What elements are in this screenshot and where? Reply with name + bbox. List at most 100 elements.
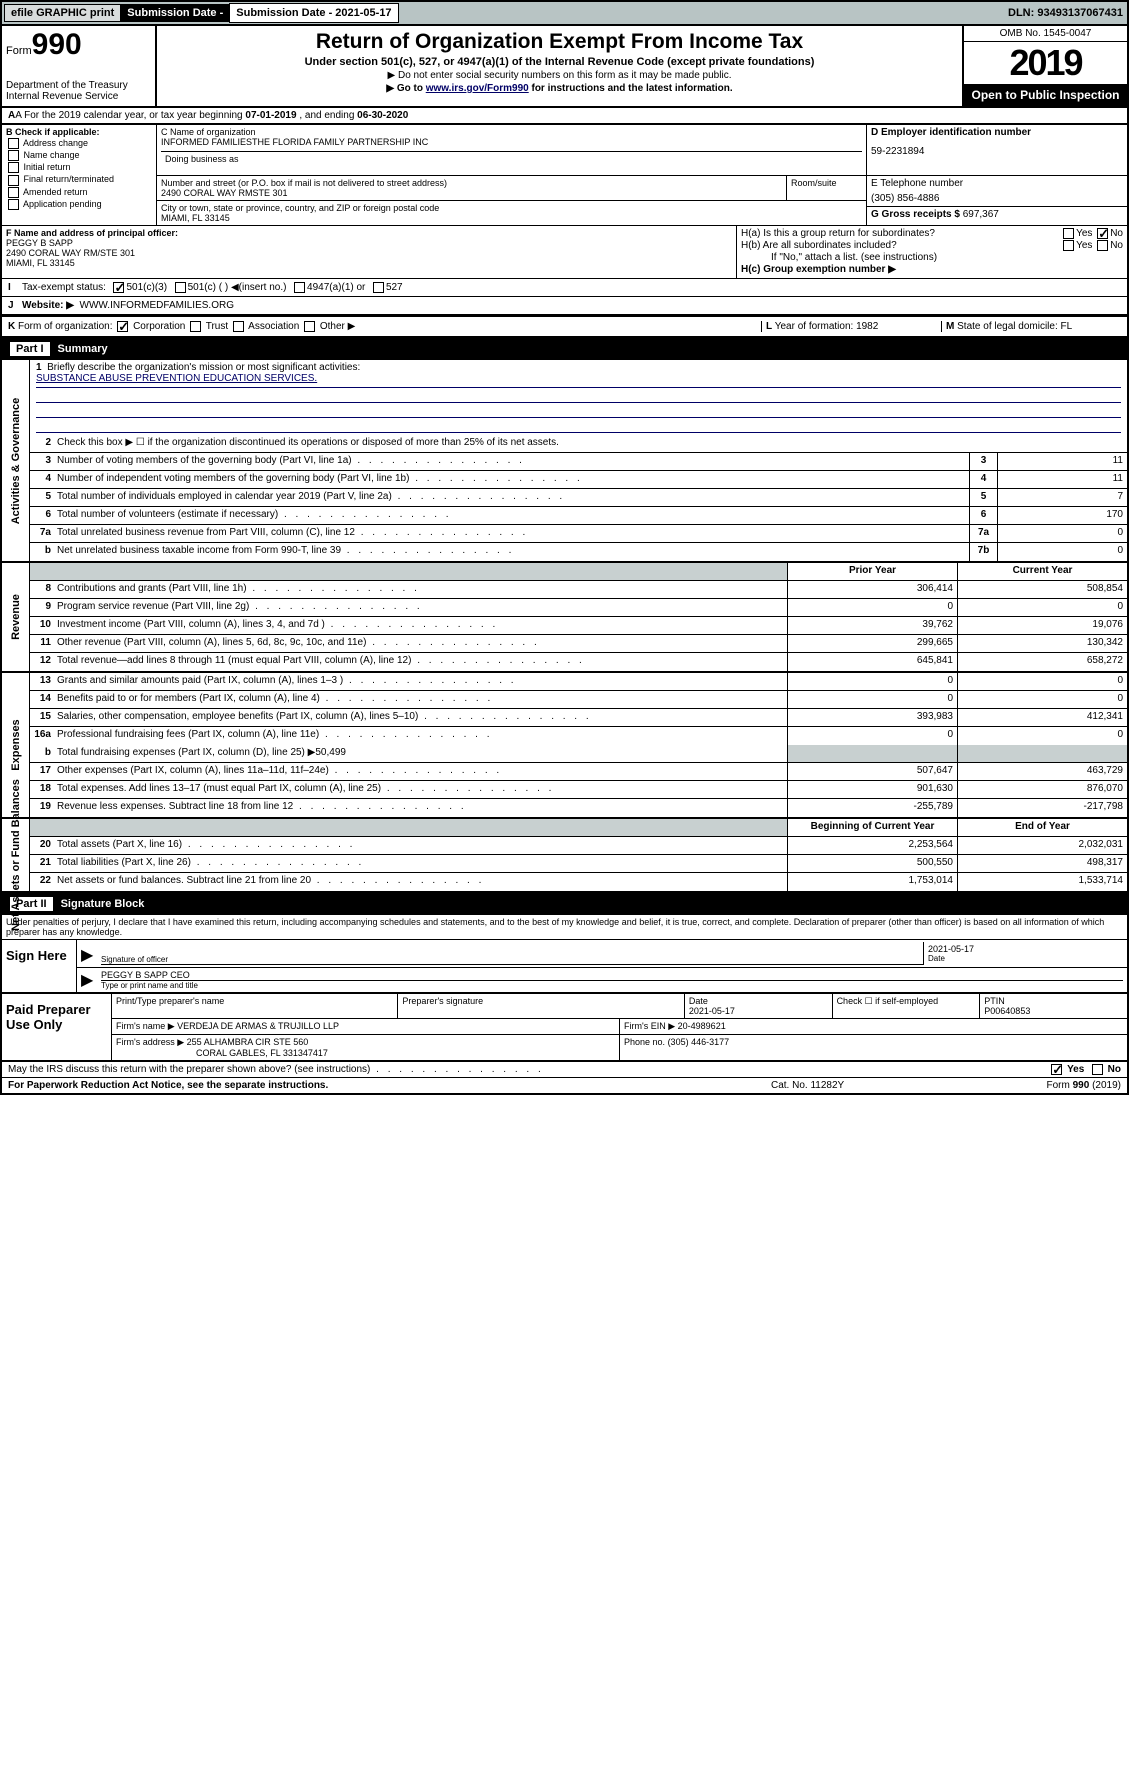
form-title: Return of Organization Exempt From Incom… (161, 30, 958, 54)
gross-receipts: G Gross receipts $ 697,367 (867, 206, 1127, 222)
sig-arrow-icon: ▶ (81, 945, 101, 965)
revenue-line-11: 11Other revenue (Part VIII, column (A), … (30, 635, 1127, 653)
efile-print-button[interactable]: efile GRAPHIC print (4, 4, 121, 22)
block-fh: F Name and address of principal officer:… (0, 225, 1129, 279)
revenue-block: Revenue Prior YearCurrent Year 8Contribu… (0, 563, 1129, 673)
city-value: MIAMI, FL 33145 (161, 213, 862, 223)
expense-line-15: 15Salaries, other compensation, employee… (30, 709, 1127, 727)
chk-hb-yes[interactable] (1063, 240, 1074, 251)
revenue-line-9: 9Program service revenue (Part VIII, lin… (30, 599, 1127, 617)
dept-treasury: Department of the Treasury (6, 80, 151, 91)
chk-hb-no[interactable] (1097, 240, 1108, 251)
dln-value: DLN: 93493137067431 (1008, 7, 1127, 19)
summary-line-3: 3Number of voting members of the governi… (30, 453, 1127, 471)
chk-address-change[interactable] (8, 138, 19, 149)
sidelabel-ag: Activities & Governance (10, 397, 22, 524)
chk-assoc[interactable] (233, 321, 244, 332)
revenue-line-12: 12Total revenue—add lines 8 through 11 (… (30, 653, 1127, 671)
sidelabel-rev: Revenue (10, 594, 22, 640)
netassets-line-22: 22Net assets or fund balances. Subtract … (30, 873, 1127, 891)
revenue-line-8: 8Contributions and grants (Part VIII, li… (30, 581, 1127, 599)
summary-line-4: 4Number of independent voting members of… (30, 471, 1127, 489)
part2-header: Part IISignature Block (0, 893, 1129, 915)
top-toolbar: efile GRAPHIC print Submission Date - Su… (0, 0, 1129, 26)
netassets-line-21: 21Total liabilities (Part X, line 26)500… (30, 855, 1127, 873)
form-header: Form990 Department of the Treasury Inter… (0, 26, 1129, 108)
summary-line-b: bNet unrelated business taxable income f… (30, 543, 1127, 561)
org-name-cell: C Name of organization INFORMED FAMILIES… (157, 125, 867, 176)
summary-line-6: 6Total number of volunteers (estimate if… (30, 507, 1127, 525)
chk-name-change[interactable] (8, 150, 19, 161)
chk-final-return[interactable] (8, 175, 19, 186)
chk-ha-yes[interactable] (1063, 228, 1074, 239)
chk-527[interactable] (373, 282, 384, 293)
chk-amended[interactable] (8, 187, 19, 198)
row-klm: K Form of organization: Corporation Trus… (0, 316, 1129, 338)
chk-501c[interactable] (175, 282, 186, 293)
room-label: Room/suite (787, 176, 867, 200)
expenses-block: Expenses 13Grants and similar amounts pa… (0, 673, 1129, 819)
col-b-checkboxes: B Check if applicable: Address change Na… (2, 125, 157, 225)
chk-initial-return[interactable] (8, 162, 19, 173)
subdate-value: Submission Date - 2021-05-17 (229, 3, 398, 23)
expense-line-14: 14Benefits paid to or for members (Part … (30, 691, 1127, 709)
sidelabel-exp: Expenses (10, 719, 22, 770)
irs-link[interactable]: www.irs.gov/Form990 (426, 83, 529, 94)
row-j-website: JWebsite: ▶ WWW.INFORMEDFAMILIES.ORG (0, 297, 1129, 316)
irs-label: Internal Revenue Service (6, 91, 151, 102)
website-value: WWW.INFORMEDFAMILIES.ORG (80, 300, 234, 311)
ssn-note: ▶ Do not enter social security numbers o… (161, 70, 958, 81)
perjury-declaration: Under penalties of perjury, I declare th… (2, 915, 1127, 940)
open-inspection: Open to Public Inspection (964, 84, 1127, 106)
city-cell: City or town, state or province, country… (157, 200, 867, 225)
paid-preparer-section: Paid Preparer Use Only Print/Type prepar… (0, 994, 1129, 1062)
principal-officer: F Name and address of principal officer:… (2, 226, 737, 278)
form-number: Form990 (6, 28, 151, 62)
chk-ha-no[interactable] (1097, 228, 1108, 239)
sign-here-label: Sign Here (2, 940, 77, 992)
chk-4947[interactable] (294, 282, 305, 293)
expense-line-19: 19Revenue less expenses. Subtract line 1… (30, 799, 1127, 817)
paid-preparer-label: Paid Preparer Use Only (2, 994, 112, 1060)
activities-governance-block: Activities & Governance 1 Briefly descri… (0, 360, 1129, 563)
chk-discuss-yes[interactable] (1051, 1064, 1062, 1075)
ein-cell: D Employer identification number 59-2231… (867, 125, 1127, 176)
chk-501c3[interactable] (113, 282, 124, 293)
phone-cell: E Telephone number (305) 856-4886 (867, 176, 1127, 206)
goto-note: ▶ Go to www.irs.gov/Form990 for instruct… (161, 83, 958, 94)
row-a-taxyear: AA For the 2019 calendar year, or tax ye… (0, 108, 1129, 125)
chk-other[interactable] (304, 321, 315, 332)
expense-line-18: 18Total expenses. Add lines 13–17 (must … (30, 781, 1127, 799)
part1-header: Part ISummary (0, 338, 1129, 360)
tax-year: 2019 (964, 42, 1127, 84)
street-cell: Number and street (or P.O. box if mail i… (157, 176, 787, 200)
netassets-line-20: 20Total assets (Part X, line 16)2,253,56… (30, 837, 1127, 855)
chk-corp[interactable] (117, 321, 128, 332)
netassets-block: Net Assets or Fund Balances Beginning of… (0, 819, 1129, 893)
discuss-row: May the IRS discuss this return with the… (0, 1062, 1129, 1078)
omb-number: OMB No. 1545-0047 (964, 26, 1127, 42)
street-value: 2490 CORAL WAY RMSTE 301 (161, 188, 782, 198)
revenue-line-10: 10Investment income (Part VIII, column (… (30, 617, 1127, 635)
footer-row: For Paperwork Reduction Act Notice, see … (0, 1078, 1129, 1095)
summary-line-5: 5Total number of individuals employed in… (30, 489, 1127, 507)
expense-line-13: 13Grants and similar amounts paid (Part … (30, 673, 1127, 691)
phone-value: (305) 856-4886 (871, 193, 1123, 204)
subdate-label: Submission Date - (121, 4, 229, 22)
block-bc: B Check if applicable: Address change Na… (0, 125, 1129, 225)
row-i-taxstatus: ITax-exempt status: 501(c)(3) 501(c) ( )… (0, 279, 1129, 297)
summary-line-7a: 7aTotal unrelated business revenue from … (30, 525, 1127, 543)
chk-app-pending[interactable] (8, 199, 19, 210)
org-name: INFORMED FAMILIESTHE FLORIDA FAMILY PART… (161, 137, 862, 147)
dba-label: Doing business as (161, 151, 862, 173)
group-return: H(a) Is this a group return for subordin… (737, 226, 1127, 278)
chk-trust[interactable] (190, 321, 201, 332)
chk-discuss-no[interactable] (1092, 1064, 1103, 1075)
sig-arrow-icon: ▶ (81, 970, 101, 990)
mission-text: SUBSTANCE ABUSE PREVENTION EDUCATION SER… (36, 373, 1121, 388)
form-subtitle: Under section 501(c), 527, or 4947(a)(1)… (161, 56, 958, 68)
expense-line-16a: 16aProfessional fundraising fees (Part I… (30, 727, 1127, 745)
sidelabel-na: Net Assets or Fund Balances (10, 779, 22, 931)
signature-section: Under penalties of perjury, I declare th… (0, 915, 1129, 994)
ein-value: 59-2231894 (871, 146, 1123, 157)
